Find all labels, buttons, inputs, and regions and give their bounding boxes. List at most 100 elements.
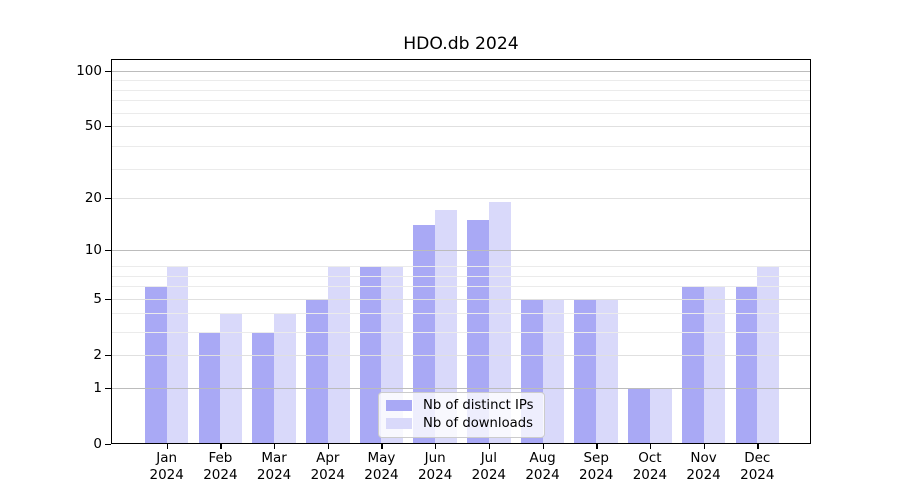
x-tick-year-may: 2024 [364, 466, 399, 483]
x-tick-label-jul: Jul 2024 [457, 450, 521, 483]
x-tick-label-dec: Dec 2024 [725, 450, 789, 483]
x-tick-month-feb: Feb [208, 450, 233, 466]
bar-nb-of-distinct-ips-mar [252, 331, 275, 444]
x-tick-month-jun: Jun [424, 450, 446, 466]
gridline-y-minor-89 [112, 80, 810, 81]
bar-nb-of-distinct-ips-jun [413, 224, 436, 444]
legend: Nb of distinct IPs Nb of downloads [378, 391, 545, 438]
x-tick-year-mar: 2024 [256, 466, 292, 483]
y-tick-label-100: 100 [76, 62, 102, 79]
gridline-y-20 [112, 197, 810, 199]
bar-nb-of-distinct-ips-oct [628, 387, 650, 444]
x-tick-mar [274, 444, 276, 449]
gridline-y-5 [112, 298, 810, 300]
gridline-y-minor-79 [112, 89, 810, 91]
gridline-y-10 [112, 249, 810, 251]
bar-nb-of-distinct-ips-dec [735, 286, 758, 444]
x-tick-month-oct: Oct [638, 450, 662, 466]
bar-nb-of-distinct-ips-apr [305, 298, 328, 444]
gridline-y-minor-3 [112, 331, 810, 333]
x-tick-label-jun: Jun 2024 [403, 450, 467, 483]
x-tick-aug [542, 444, 544, 449]
x-tick-year-jun: 2024 [417, 466, 453, 483]
x-tick-label-may: May 2024 [349, 450, 413, 483]
y-tick-label-5: 5 [93, 290, 102, 307]
legend-item-downloads: Nb of downloads [386, 415, 537, 433]
x-tick-year-jul: 2024 [471, 466, 507, 483]
bar-nb-of-downloads-aug [542, 298, 565, 444]
bar-nb-of-downloads-jan [166, 266, 189, 444]
x-tick-label-mar: Mar 2024 [242, 450, 306, 483]
bar-nb-of-downloads-jul [488, 201, 511, 444]
x-tick-year-aug: 2024 [525, 466, 560, 483]
bar-nb-of-downloads-dec [757, 266, 780, 444]
x-tick-label-oct: Oct 2024 [618, 450, 682, 483]
gridline-y-minor-29 [112, 168, 810, 170]
bar-nb-of-downloads-sep [596, 298, 619, 444]
x-tick-nov [703, 444, 705, 449]
x-tick-label-aug: Aug 2024 [511, 450, 575, 483]
x-tick-label-feb: Feb 2024 [188, 450, 252, 483]
y-tick-label-2: 2 [93, 346, 102, 363]
x-tick-jan [166, 444, 168, 449]
bar-nb-of-downloads-feb [220, 313, 243, 444]
bar-nb-of-distinct-ips-sep [574, 298, 597, 444]
y-tick-100 [105, 70, 111, 72]
x-tick-dec [757, 444, 759, 449]
x-tick-jul [488, 444, 491, 449]
x-tick-sep [596, 444, 598, 449]
bar-nb-of-downloads-apr [327, 266, 350, 444]
bar-nb-of-distinct-ips-jan [144, 286, 167, 444]
legend-swatch-downloads [386, 418, 412, 429]
bar-nb-of-distinct-ips-feb [198, 331, 221, 444]
x-tick-month-mar: Mar [261, 450, 287, 466]
gridline-y-minor-59 [112, 112, 810, 114]
y-tick-label-20: 20 [84, 189, 102, 206]
chart-title: HDO.db 2024 [403, 34, 519, 54]
y-tick-5 [105, 298, 111, 301]
legend-swatch-distinct-ips [386, 400, 412, 411]
y-tick-50 [105, 125, 111, 128]
gridline-y-100 [112, 70, 810, 72]
x-tick-month-may: May [367, 450, 396, 466]
x-tick-year-oct: 2024 [632, 466, 668, 483]
bar-nb-of-downloads-nov [703, 286, 726, 444]
x-tick-jun [435, 444, 437, 449]
bar-nb-of-distinct-ips-may [359, 266, 382, 444]
x-tick-month-apr: Apr [316, 450, 340, 466]
x-tick-may [381, 444, 383, 449]
y-tick-0 [105, 443, 111, 445]
x-tick-feb [220, 444, 222, 449]
y-tick-1 [105, 387, 111, 389]
bar-nb-of-distinct-ips-nov [681, 286, 704, 444]
bar-nb-of-downloads-mar [274, 313, 296, 444]
x-tick-label-apr: Apr 2024 [296, 450, 360, 483]
gridline-y-minor-7 [112, 275, 810, 277]
x-tick-month-jul: Jul [480, 450, 497, 466]
x-tick-label-nov: Nov 2024 [672, 450, 736, 483]
gridline-y-2 [112, 354, 810, 356]
x-tick-year-jan: 2024 [149, 466, 184, 483]
legend-item-distinct-ips: Nb of distinct IPs [386, 397, 537, 415]
x-tick-year-sep: 2024 [579, 466, 614, 483]
x-tick-year-feb: 2024 [203, 466, 238, 483]
bar-nb-of-downloads-oct [649, 387, 672, 444]
y-tick-label-50: 50 [84, 117, 102, 134]
x-tick-oct [649, 444, 652, 449]
gridline-y-minor-4 [112, 313, 810, 315]
x-tick-apr [327, 444, 330, 449]
x-tick-month-aug: Aug [529, 450, 556, 466]
x-tick-year-apr: 2024 [310, 466, 345, 483]
x-tick-month-jan: Jan [156, 450, 178, 466]
x-tick-month-sep: Sep [583, 450, 609, 466]
gridline-y-minor-39 [112, 145, 810, 147]
x-tick-label-jan: Jan 2024 [135, 450, 199, 483]
x-tick-year-dec: 2024 [740, 466, 775, 483]
gridline-y-minor-8 [112, 266, 810, 267]
bar-nb-of-downloads-jun [435, 210, 457, 444]
x-tick-label-sep: Sep 2024 [564, 450, 628, 483]
x-tick-month-nov: Nov [690, 450, 717, 466]
y-tick-20 [105, 197, 111, 199]
gridline-y-minor-69 [112, 100, 810, 102]
